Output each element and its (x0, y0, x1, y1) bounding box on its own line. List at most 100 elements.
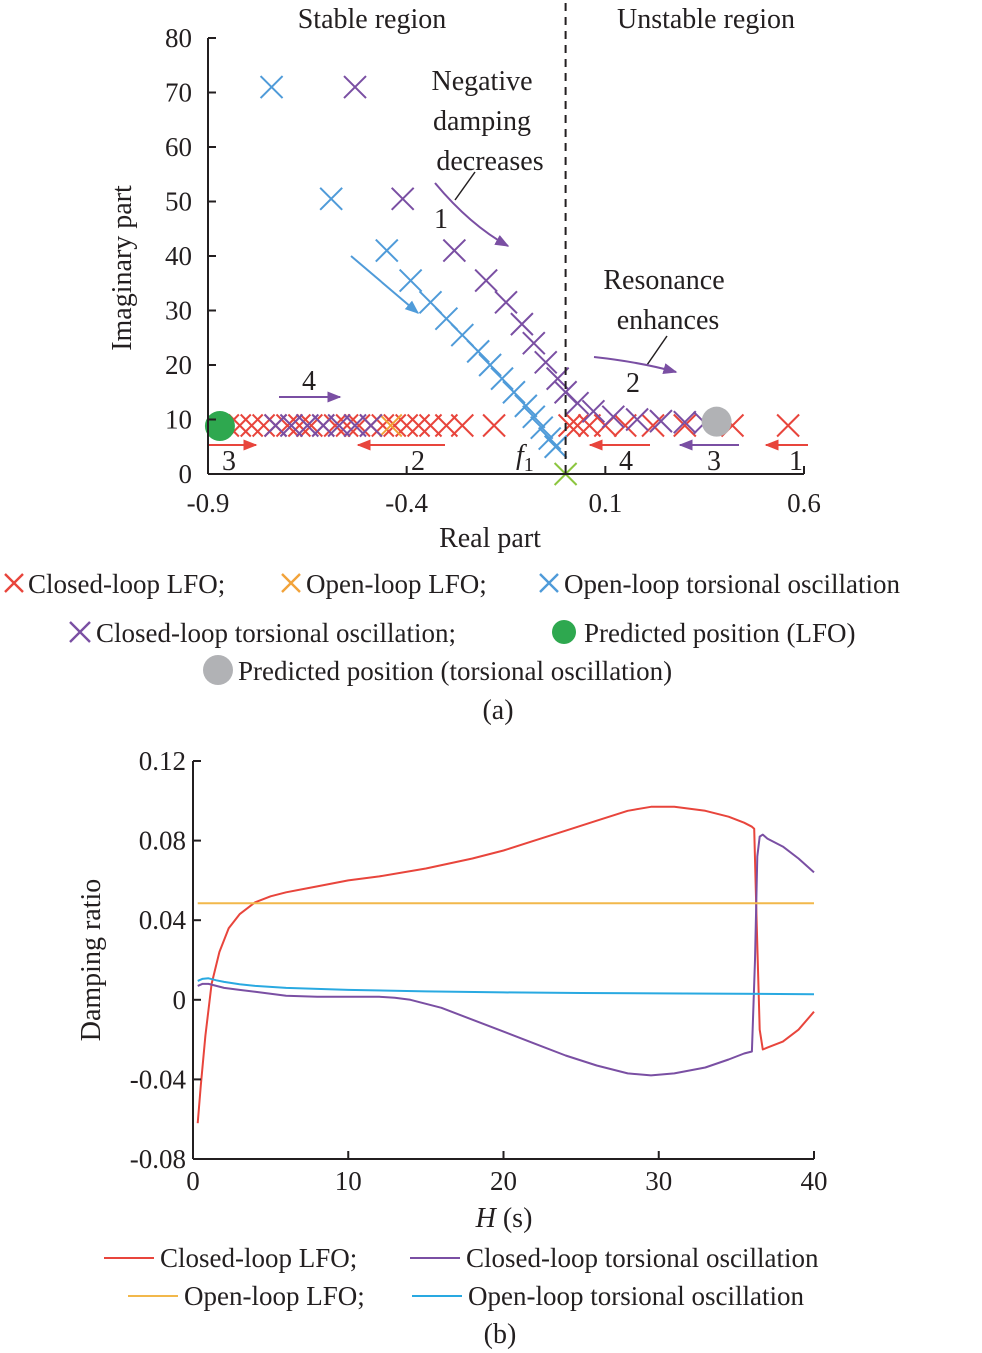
trajectory-number-red-4: 4 (619, 446, 633, 477)
legend-text-predicted-torsional: Predicted position (torsional oscillatio… (238, 656, 672, 686)
legend-marker-closed-loop-torsional (69, 621, 91, 643)
x-axis-label-b: H (s) (475, 1203, 533, 1234)
point-closed-loop-torsional-oscillation (474, 268, 498, 293)
point-closed-loop-lfo (406, 413, 431, 438)
y-axis-label-b: Damping ratio (76, 879, 107, 1042)
y-tick-label-a: 20 (165, 350, 192, 380)
legend-item-open-loop-lfo: Open-loop LFO; (281, 569, 487, 599)
caption-b: (b) (484, 1319, 517, 1350)
point-closed-loop-lfo (613, 413, 637, 438)
trajectory-arrow-blue (350, 255, 420, 314)
point-open-loop-torsional-oscillation (398, 268, 423, 293)
legend-text-open-loop-lfo: Open-loop LFO; (306, 569, 487, 599)
unstable-region-label: Unstable region (617, 4, 795, 35)
point-closed-loop-lfo (673, 413, 697, 438)
y-axis-label-a: Imaginary part (107, 185, 138, 351)
x-tick-label-a: 0.1 (588, 488, 622, 518)
y-tick-label-a: 0 (179, 459, 193, 489)
trajectory-number-purple-1: 1 (434, 204, 448, 235)
legend-marker-closed-loop-lfo (4, 573, 24, 593)
legend-item-b-open-loop-torsional: Open-loop torsional oscillation (412, 1281, 804, 1311)
point-closed-loop-lfo (287, 413, 312, 438)
y-tick-label-a: 30 (165, 296, 192, 326)
point-closed-loop-lfo (347, 413, 371, 438)
line-closed-loop-torsional-oscillation (197, 833, 815, 1077)
annotation-resonance-line1: Resonance (603, 265, 724, 296)
y-tick-label-a: 10 (165, 405, 192, 435)
line-closed-loop-lfo (196, 805, 815, 1124)
point-closed-loop-torsional-oscillation (494, 290, 518, 315)
damping-ratio-lines (196, 805, 815, 1124)
point-closed-loop-torsional-oscillation (390, 187, 415, 211)
point-closed-loop-lfo (776, 413, 800, 438)
x-axis-label-b-symbol: H (475, 1203, 498, 1234)
x-tick-label-a: -0.4 (385, 488, 428, 518)
trajectory-number-red-2: 2 (411, 446, 425, 477)
legend-text-b-closed-loop-torsional: Closed-loop torsional oscillation (466, 1243, 819, 1273)
point-predicted-position-lfo (204, 411, 235, 442)
legend-marker-predicted-torsional (203, 655, 233, 685)
legend-text-b-open-loop-torsional: Open-loop torsional oscillation (468, 1281, 804, 1311)
point-closed-loop-torsional-oscillation (510, 312, 534, 336)
y-tick-label-b: -0.08 (130, 1144, 186, 1174)
point-closed-loop-lfo (565, 413, 590, 438)
damping-ratio-chart: 0 10 20 30 40 -0.08 -0.04 0 0.04 0.08 0.12 H (s) D… (76, 746, 828, 1350)
y-tick-label-b: -0.04 (130, 1064, 187, 1094)
point-closed-loop-torsional-oscillation (263, 413, 288, 438)
point-closed-loop-torsional-oscillation (565, 391, 590, 415)
point-open-loop-torsional-oscillation (319, 187, 343, 211)
y-tick-label-b: 0.12 (139, 746, 186, 776)
legend-marker-open-loop-lfo (281, 573, 301, 593)
annotation-negative-line3: decreases (436, 146, 543, 177)
point-closed-loop-lfo (239, 413, 264, 438)
legend-text-closed-loop-lfo: Closed-loop LFO; (28, 569, 225, 599)
x-tick-label-b: 20 (490, 1166, 517, 1196)
axis-ticks-b: 0 10 20 30 40 -0.08 -0.04 0 0.04 0.08 0.12 (130, 746, 828, 1196)
point-closed-loop-lfo (383, 413, 407, 438)
trajectory-number-purple-4: 4 (302, 366, 316, 397)
point-open-loop-lfo (379, 413, 403, 438)
point-closed-loop-torsional-oscillation (673, 410, 697, 434)
legend-text-b-open-loop-lfo: Open-loop LFO; (184, 1281, 365, 1311)
point-open-loop-torsional-oscillation (543, 435, 568, 459)
x-tick-label-a: -0.9 (187, 488, 230, 518)
point-closed-loop-torsional-oscillation (522, 331, 546, 355)
x-tick-label-b: 0 (186, 1166, 200, 1196)
annotation-leader-resonance (646, 335, 668, 366)
point-closed-loop-lfo (577, 413, 602, 438)
trajectory-arrow-purple-2 (593, 356, 678, 375)
pole-map-marks (204, 75, 800, 486)
trajectory-arrow-purple-1 (434, 182, 510, 247)
legend-item-b-closed-loop-lfo: Closed-loop LFO; (104, 1243, 357, 1273)
x-axis-label-a: Real part (439, 523, 541, 554)
x-axis-label-b-unit: (s) (496, 1203, 533, 1234)
legend-text-predicted-lfo: Predicted position (LFO) (584, 618, 855, 648)
point-open-loop-torsional-oscillation (375, 238, 399, 263)
x-tick-label-b: 10 (335, 1166, 362, 1196)
point-closed-loop-lfo (557, 413, 582, 438)
point-closed-loop-lfo (335, 413, 359, 438)
legend-item-predicted-torsional: Predicted position (torsional oscillatio… (203, 655, 672, 686)
trajectory-number-red-1: 1 (789, 446, 803, 477)
point-open-loop-torsional-oscillation (502, 380, 526, 404)
y-tick-label-a: 60 (165, 132, 192, 162)
x-tick-label-b: 40 (801, 1166, 828, 1196)
point-closed-loop-torsional-oscillation (601, 405, 625, 429)
legend-b: Closed-loop LFO; Closed-loop torsional o… (104, 1243, 819, 1311)
point-open-loop-torsional-oscillation (490, 366, 514, 391)
y-tick-label-a: 40 (165, 241, 192, 271)
point-closed-loop-torsional-oscillation (625, 407, 649, 432)
point-closed-loop-torsional-oscillation (649, 409, 673, 433)
point-closed-loop-lfo (251, 413, 276, 438)
x-tick-label-a: 0.6 (787, 488, 821, 518)
point-open-loop-torsional-oscillation (522, 405, 546, 429)
annotation-f1-main: f (516, 440, 527, 471)
legend-marker-open-loop-torsional (539, 573, 559, 593)
trajectory-number-red-3: 3 (222, 446, 236, 477)
trajectory-number-purple-3: 3 (707, 446, 721, 477)
annotation-resonance-line2: enhances (617, 305, 720, 336)
legend-item-closed-loop-torsional: Closed-loop torsional oscillation; (69, 618, 456, 648)
point-closed-loop-lfo (482, 413, 506, 438)
legend-item-b-closed-loop-torsional: Closed-loop torsional oscillation (410, 1243, 819, 1273)
